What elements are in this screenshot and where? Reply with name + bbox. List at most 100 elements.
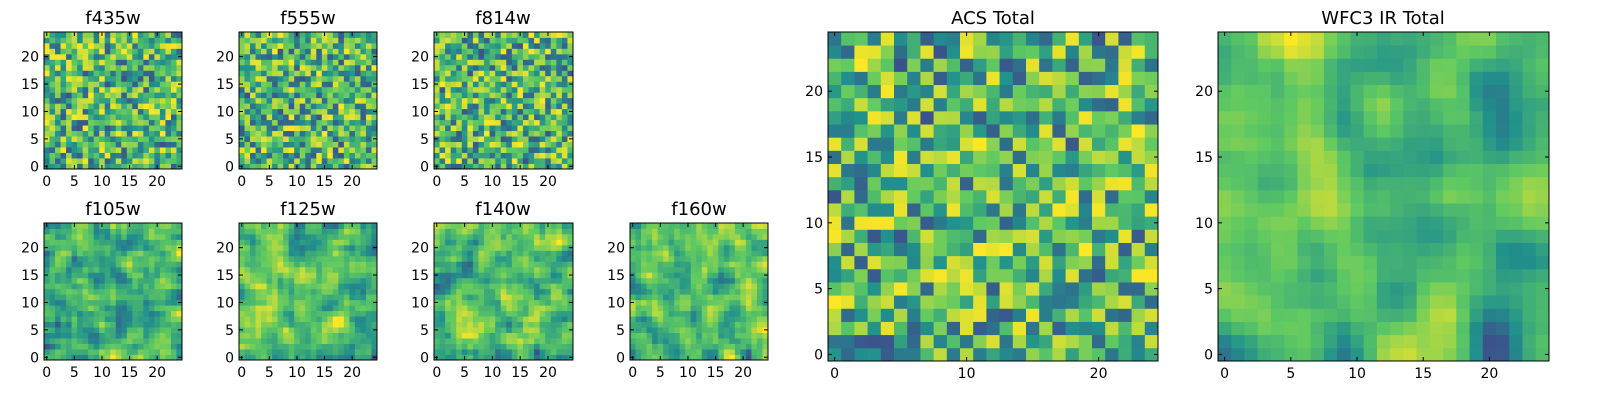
heatmap-cell — [550, 305, 557, 312]
heatmap-cell — [82, 261, 89, 268]
heatmap-cell — [734, 316, 741, 323]
heatmap-cell — [545, 59, 552, 66]
heatmap-cell — [745, 244, 752, 251]
heatmap-cell — [1105, 189, 1119, 204]
heatmap-cell — [176, 321, 183, 328]
heatmap-cell — [126, 266, 133, 273]
heatmap-cell — [44, 305, 50, 312]
heatmap-cell — [66, 59, 72, 66]
heatmap-cell — [310, 64, 317, 71]
heatmap-cell — [66, 338, 72, 344]
heatmap-cell — [137, 53, 144, 60]
heatmap-cell — [920, 334, 934, 349]
heatmap-cell — [126, 305, 133, 312]
heatmap-cell — [371, 338, 378, 344]
heatmap-cell — [567, 261, 574, 268]
heatmap-cell — [762, 294, 769, 301]
heatmap-cell — [343, 272, 350, 279]
heatmap-cell — [679, 294, 686, 301]
heatmap-cell — [550, 327, 557, 333]
heatmap-cell — [288, 75, 295, 82]
heatmap-cell — [310, 141, 317, 148]
x-tick-label: 20 — [539, 174, 557, 190]
heatmap-cell — [88, 70, 95, 77]
heatmap-cell — [121, 53, 128, 60]
heatmap-cell — [244, 343, 251, 350]
heatmap-cell — [77, 70, 84, 77]
x-tick-label: 0 — [628, 365, 637, 381]
heatmap-cell — [679, 261, 686, 268]
heatmap-cell — [299, 163, 306, 170]
heatmap-cell — [250, 277, 256, 284]
heatmap-cell — [82, 288, 89, 295]
heatmap-cell — [756, 283, 763, 290]
heatmap-cell — [999, 216, 1014, 230]
heatmap-cell — [310, 70, 317, 77]
heatmap-cell — [121, 316, 128, 323]
heatmap-cell — [478, 354, 485, 361]
heatmap-cell — [668, 316, 675, 323]
heatmap-cell — [299, 97, 306, 104]
heatmap-cell — [556, 97, 563, 104]
heatmap-cell — [294, 97, 301, 104]
heatmap-cell — [517, 158, 524, 164]
heatmap-cell — [701, 354, 708, 361]
heatmap-cell — [360, 261, 367, 268]
heatmap-cell — [305, 152, 312, 159]
heatmap-cell — [734, 332, 741, 339]
heatmap-cell — [545, 283, 552, 290]
heatmap-cell — [154, 114, 161, 121]
heatmap-cell — [239, 42, 245, 49]
heatmap-cell — [1144, 242, 1159, 257]
heatmap-cell — [110, 163, 117, 170]
heatmap-cell — [55, 59, 61, 66]
heatmap-cell — [756, 277, 763, 284]
heatmap-cell — [467, 277, 474, 284]
heatmap-cell — [349, 305, 356, 312]
heatmap-cell — [545, 53, 552, 60]
heatmap-cell — [239, 288, 245, 295]
heatmap-cell — [841, 242, 855, 257]
heatmap-cell — [360, 343, 367, 350]
heatmap-cell — [66, 141, 72, 148]
heatmap-cell — [999, 334, 1014, 349]
heatmap-cell — [461, 244, 468, 251]
heatmap-cell — [283, 244, 290, 251]
heatmap-cell — [49, 250, 56, 257]
heatmap-cell — [495, 158, 502, 164]
heatmap-cell — [316, 75, 323, 82]
heatmap-cell — [528, 305, 535, 312]
heatmap-cell — [148, 42, 155, 49]
heatmap-cell — [49, 223, 56, 229]
heatmap-cell — [635, 349, 642, 355]
heatmap-cell — [450, 349, 457, 355]
heatmap-cell — [77, 255, 84, 262]
heatmap-cell — [126, 114, 133, 121]
heatmap-cell — [148, 158, 155, 164]
heatmap-cell — [467, 305, 474, 312]
heatmap-cell — [467, 239, 474, 246]
heatmap-cell — [44, 70, 50, 77]
heatmap-cell — [239, 250, 245, 257]
heatmap-cell — [723, 332, 730, 339]
heatmap-cell — [266, 266, 273, 273]
heatmap-cell — [1144, 282, 1159, 296]
heatmap-cell — [365, 338, 372, 344]
heatmap-cell — [332, 250, 339, 257]
heatmap-cell — [288, 244, 295, 251]
heatmap-cell — [121, 125, 128, 132]
heatmap-cell — [1065, 203, 1080, 217]
heatmap-cell — [751, 266, 758, 273]
heatmap-cell — [751, 327, 758, 333]
heatmap-cell — [539, 136, 546, 142]
heatmap-cell — [712, 266, 719, 273]
heatmap-cells — [434, 223, 574, 361]
heatmap-cell — [445, 310, 452, 317]
heatmap-cell — [434, 233, 440, 240]
heatmap-cell — [456, 354, 463, 361]
heatmap-cell — [522, 64, 529, 71]
heatmap-cell — [500, 75, 507, 82]
heatmap-cell — [545, 152, 552, 159]
heatmap-cell — [137, 299, 144, 306]
heatmap-cell — [534, 32, 541, 38]
